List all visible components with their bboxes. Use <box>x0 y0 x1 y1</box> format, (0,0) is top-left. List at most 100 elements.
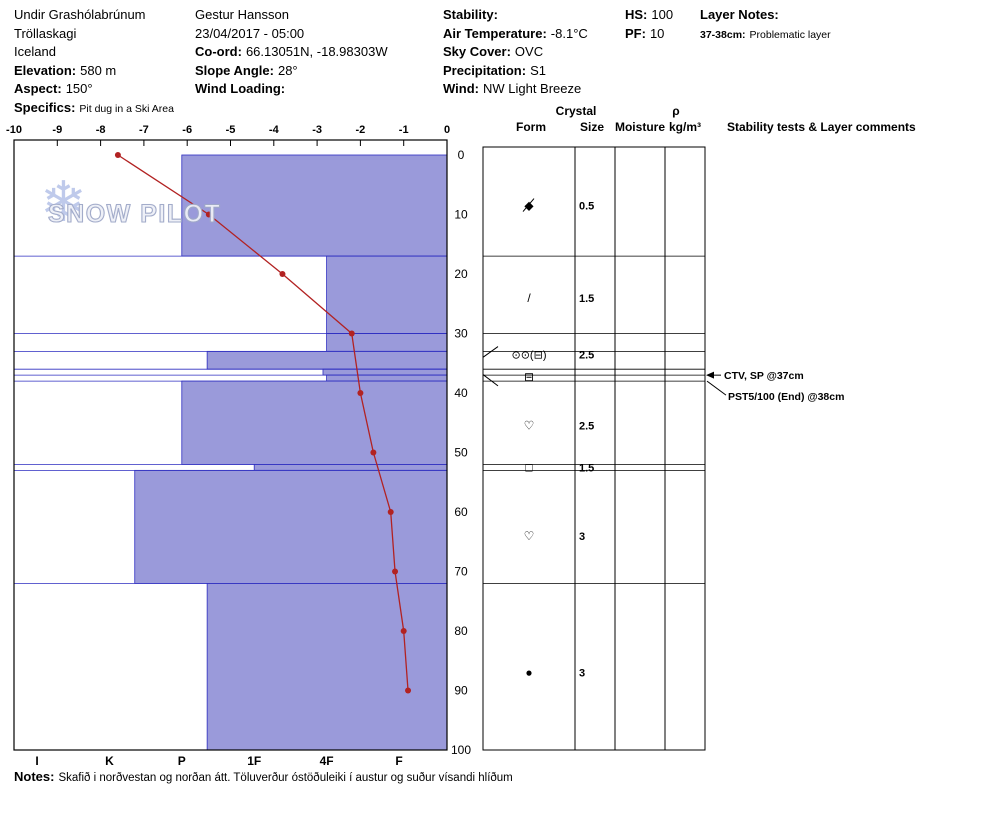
precipitation-label: Precipitation: <box>443 62 527 78</box>
stability-test-label: CTV, SP @37cm <box>724 370 804 382</box>
column-header-comments: Stability tests & Layer comments <box>727 120 916 134</box>
grain-size-value: 3 <box>579 531 585 543</box>
coordinates-label: Co-ord: <box>195 44 242 59</box>
hardness-bar <box>206 350 448 370</box>
grain-size-value: 3 <box>579 668 585 680</box>
aspect-value: 150° <box>65 81 93 96</box>
layer-note-text: Problematic layer <box>749 28 831 41</box>
pf-label: PF: <box>625 25 646 41</box>
notes-label: Notes: <box>14 769 55 784</box>
hardness-bar <box>326 333 448 352</box>
column-header-crystal: Crystal <box>555 104 597 118</box>
elevation-label: Elevation: <box>14 62 77 78</box>
sky-cover-field: Sky Cover: OVC <box>443 43 588 62</box>
column-header-form: Form <box>516 120 546 134</box>
thin-layer-leader-line <box>482 374 499 387</box>
coordinates-value: 66.13051N, -18.98303W <box>245 44 388 59</box>
depth-tick-label: 20 <box>454 267 468 281</box>
temperature-tick-label: -5 <box>226 124 236 136</box>
hardness-bar <box>326 255 448 334</box>
coordinates-field: Co-ord: 66.13051N, -18.98303W <box>195 43 388 62</box>
left-arrowhead-icon <box>706 371 714 379</box>
sky-cover-value: OVC <box>514 44 544 59</box>
grain-form-slash <box>522 198 535 212</box>
grain-size-value: 0.5 <box>579 201 594 213</box>
snowpilot-logo: ❄ SNOW PILOT <box>40 174 250 242</box>
column-header-size: Size <box>579 120 604 134</box>
temperature-point <box>357 390 364 396</box>
hardness-bar <box>326 374 448 382</box>
hardness-bar <box>181 380 448 465</box>
elevation-field: Elevation: 580 m <box>14 62 174 81</box>
aspect-field: Aspect: 150° <box>14 80 174 99</box>
hs-label: HS: <box>625 7 648 22</box>
temperature-tick-label: -6 <box>182 124 192 136</box>
sky-cover-label: Sky Cover: <box>443 44 511 59</box>
hardness-tick-label: 4F <box>320 754 334 768</box>
temperature-point <box>370 449 377 456</box>
notes-text: Skafið i norðvestan og norðan átt. Töluv… <box>58 772 513 784</box>
stability-label: Stability: <box>443 7 498 22</box>
column-header-moisture: Moisture <box>614 120 665 134</box>
air-temperature-label: Air Temperature: <box>443 25 547 41</box>
hardness-bar <box>322 368 448 376</box>
temperature-tick-label: -4 <box>269 124 280 136</box>
aspect-label: Aspect: <box>14 81 62 96</box>
column-header-density-symbol: ρ <box>672 104 680 118</box>
hardness-bar <box>134 469 448 584</box>
site-name: Undir Grashólabrúnum <box>14 7 146 22</box>
hardness-tick-label: P <box>178 754 186 768</box>
temperature-tick-label: -1 <box>399 124 409 136</box>
slope-angle-label: Slope Angle: <box>195 62 274 78</box>
region-name: Tröllaskagi <box>14 25 77 41</box>
grain-form-symbol: / <box>527 291 531 305</box>
grain-size-value: 2.5 <box>579 421 594 433</box>
temperature-point <box>114 152 121 158</box>
grain-size-value: 1.5 <box>579 462 594 474</box>
hardness-tick-label: K <box>105 754 114 768</box>
header-observer-column: Gestur Hansson 23/04/2017 - 05:00 Co-ord… <box>195 6 388 99</box>
depth-tick-label: 40 <box>454 386 468 400</box>
temperature-tick-label: -8 <box>96 124 106 136</box>
layer-note-depth: 37-38cm: <box>700 28 746 41</box>
depth-tick-label: 0 <box>458 148 465 162</box>
depth-tick-label: 100 <box>451 743 471 757</box>
header-location-column: Undir Grashólabrúnum Tröllaskagi Iceland… <box>14 6 174 118</box>
stability-test-label: PST5/100 (End) @38cm <box>728 391 844 403</box>
grain-size-value: 2.5 <box>579 349 594 361</box>
slope-angle-field: Slope Angle: 28° <box>195 62 388 81</box>
temperature-tick-label: -3 <box>312 124 322 136</box>
depth-tick-label: 10 <box>454 208 468 222</box>
depth-tick-label: 60 <box>454 505 468 519</box>
stability-test-leader-line <box>706 380 727 396</box>
grain-table-border <box>482 146 706 751</box>
temperature-line <box>117 154 409 691</box>
precipitation-field: Precipitation: S1 <box>443 62 588 81</box>
wind-value: NW Light Breeze <box>482 81 582 96</box>
depth-tick-label: 50 <box>454 446 468 460</box>
stability-field: Stability: <box>443 6 588 25</box>
depth-tick-label: 30 <box>454 327 468 341</box>
wind-field: Wind: NW Light Breeze <box>443 80 588 99</box>
depth-tick-label: 80 <box>454 624 468 638</box>
grain-form-symbol: ♡ <box>524 419 535 433</box>
hs-value: 100 <box>651 7 674 22</box>
column-header-density-units: kg/m³ <box>668 120 701 134</box>
slope-angle-value: 28° <box>277 62 298 78</box>
depth-tick-label: 70 <box>454 565 468 579</box>
hardness-bar <box>253 463 448 471</box>
temperature-point <box>400 628 407 634</box>
air-temperature-field: Air Temperature: -8.1°C <box>443 25 588 44</box>
specifics-label: Specifics: <box>14 99 76 115</box>
depth-tick-label: 90 <box>454 684 468 698</box>
temperature-tick-label: -7 <box>139 124 149 136</box>
temperature-tick-label: 0 <box>444 124 450 136</box>
grain-form-symbol: □ <box>525 460 532 474</box>
pf-value: 10 <box>649 25 665 41</box>
header-conditions-column: Stability: Air Temperature: -8.1°C Sky Co… <box>443 6 588 99</box>
country-name: Iceland <box>14 44 56 59</box>
specifics-value: Pit dug in a Ski Area <box>79 102 174 115</box>
hardness-bar <box>206 583 448 751</box>
